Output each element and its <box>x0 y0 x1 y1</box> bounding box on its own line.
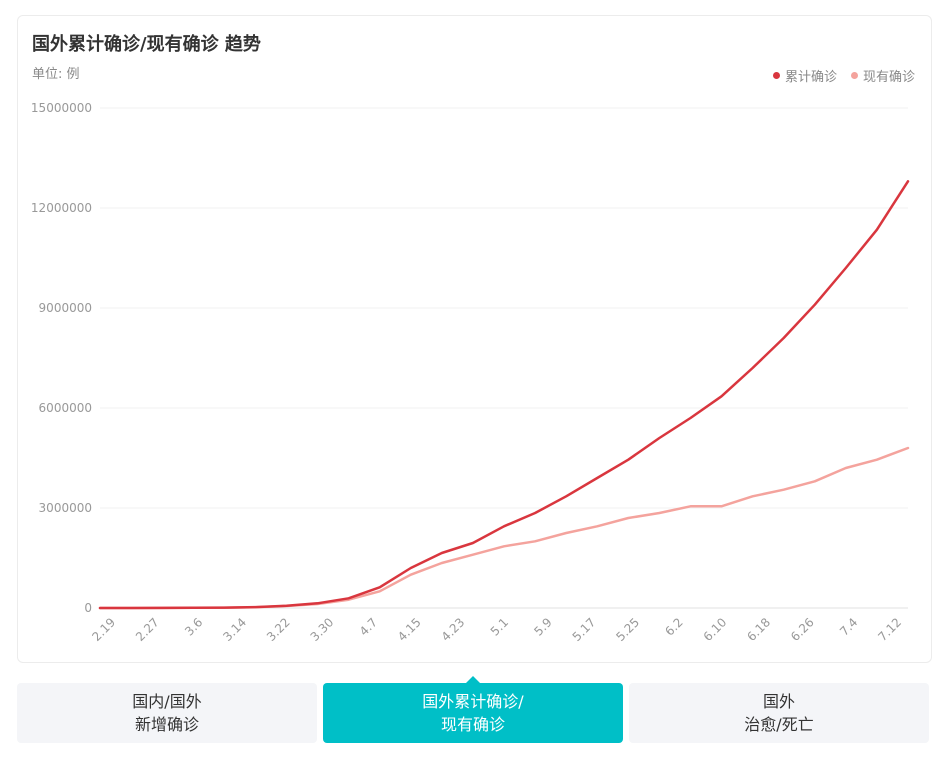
x-tick-label: 3.30 <box>308 615 337 644</box>
tab-foreign-cured-dead[interactable]: 国外 治愈/死亡 <box>629 683 929 743</box>
x-tick-label: 6.26 <box>788 615 817 644</box>
x-tick-label: 2.27 <box>133 615 162 644</box>
legend-dot-icon <box>772 72 780 79</box>
unit-label: 单位: 例 <box>32 67 80 82</box>
x-tick-label: 3.14 <box>220 615 249 644</box>
legend: 累计确诊 现有确诊 <box>772 66 915 85</box>
series-line-cumulative <box>98 180 910 610</box>
x-tick-label: 2.19 <box>89 615 118 644</box>
y-tick-label: 15000000 <box>31 101 92 115</box>
x-tick-label: 6.18 <box>744 615 773 644</box>
x-tick-label: 3.22 <box>264 615 293 644</box>
x-tick-label: 4.7 <box>357 615 380 638</box>
x-tick-label: 6.10 <box>701 615 730 644</box>
tab-label-line2: 治愈/死亡 <box>744 715 814 734</box>
x-tick-label: 5.1 <box>488 615 511 638</box>
active-pointer-icon <box>466 676 480 683</box>
series-line-current <box>98 446 910 610</box>
y-tick-label: 9000000 <box>39 301 92 315</box>
x-tick-label: 4.23 <box>439 615 468 644</box>
tab-label-line2: 现有确诊 <box>440 715 505 734</box>
x-tick-label: 3.6 <box>182 615 205 638</box>
x-tick-label: 4.15 <box>395 615 424 644</box>
x-tick-label: 6.2 <box>662 615 685 638</box>
x-tick-label: 7.4 <box>837 615 860 638</box>
tab-bar: 国内/国外 新增确诊 国外累计确诊/ 现有确诊 国外 治愈/死亡 <box>17 676 929 743</box>
x-tick-label: 5.25 <box>613 615 642 644</box>
tab-foreign-cumulative-current[interactable]: 国外累计确诊/ 现有确诊 <box>323 676 623 743</box>
tab-label-line1: 国外 <box>762 692 795 711</box>
legend-label-current: 现有确诊 <box>862 70 915 85</box>
x-tick-label: 5.9 <box>531 615 554 638</box>
y-tick-label: 6000000 <box>39 401 92 415</box>
x-tick-label: 7.12 <box>875 615 904 644</box>
y-tick-label: 3000000 <box>39 501 92 515</box>
chart-title: 国外累计确诊/现有确诊 趋势 <box>32 34 261 55</box>
legend-dot-icon <box>850 72 858 79</box>
legend-item-cumulative[interactable]: 累计确诊 <box>772 66 837 85</box>
tab-label-line1: 国内/国外 <box>132 692 202 711</box>
x-tick-label: 5.17 <box>570 615 599 644</box>
legend-label-cumulative: 累计确诊 <box>784 70 837 85</box>
line-chart: 0 3000000 6000000 9000000 12000000 15000000 2.… <box>31 101 910 644</box>
y-tick-label: 0 <box>84 601 92 615</box>
y-tick-label: 12000000 <box>31 201 92 215</box>
legend-item-current[interactable]: 现有确诊 <box>850 66 915 85</box>
tab-label-line2: 新增确诊 <box>134 715 199 734</box>
tab-domestic-foreign-new[interactable]: 国内/国外 新增确诊 <box>17 683 317 743</box>
tab-label-line1: 国外累计确诊/ <box>422 692 524 711</box>
